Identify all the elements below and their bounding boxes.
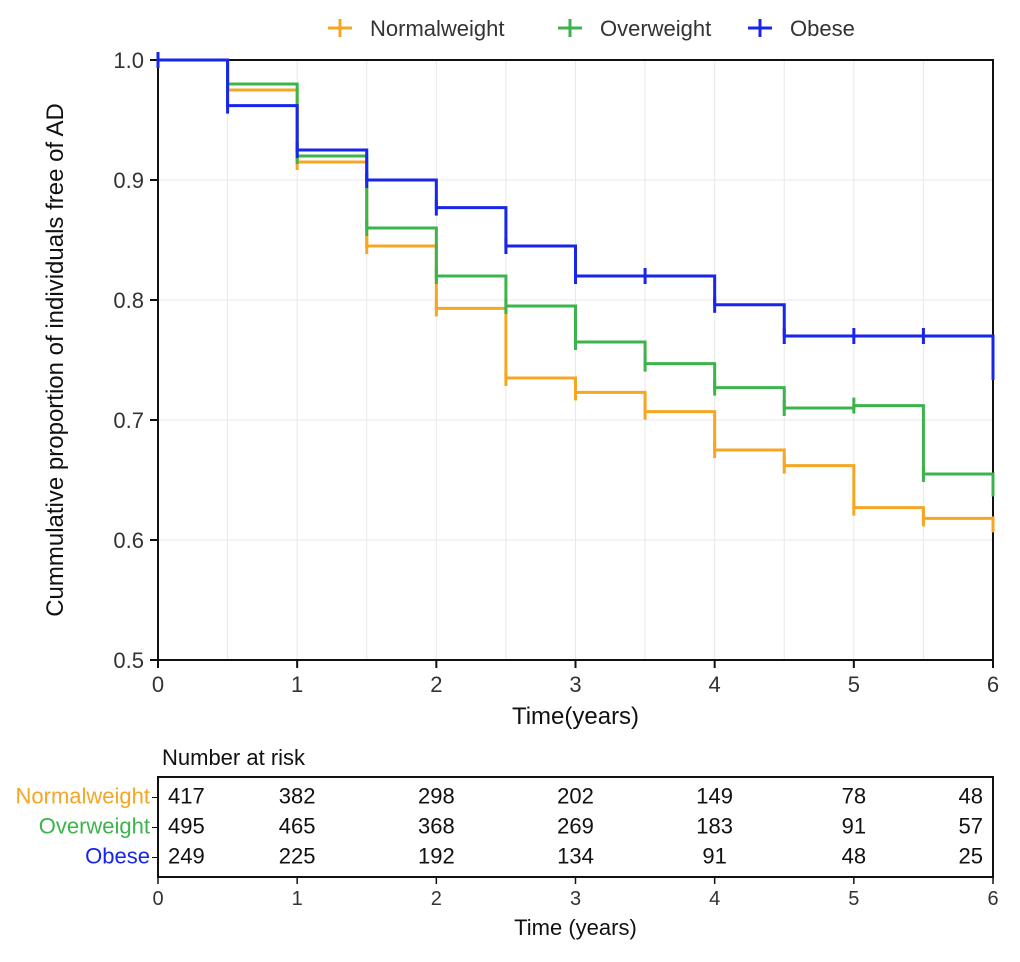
risk-x-title: Time (years) xyxy=(514,915,637,940)
risk-cell: 25 xyxy=(959,844,983,869)
risk-row-label: Normalweight xyxy=(16,784,151,809)
risk-cell: 368 xyxy=(418,814,455,839)
risk-cell: 225 xyxy=(279,844,316,869)
risk-cell: 202 xyxy=(557,784,594,809)
risk-x-tick: 6 xyxy=(987,888,998,910)
x-axis-title: Time(years) xyxy=(512,703,639,730)
risk-cell: 249 xyxy=(168,844,205,869)
y-tick-label: 0.9 xyxy=(113,168,144,193)
x-tick-label: 3 xyxy=(569,672,581,697)
y-axis-title: Cummulative proportion of individuals fr… xyxy=(42,103,69,617)
y-tick-label: 1.0 xyxy=(113,48,144,73)
risk-cell: 192 xyxy=(418,844,455,869)
risk-cell: 149 xyxy=(696,784,733,809)
risk-cell: 495 xyxy=(168,814,205,839)
risk-table-title: Number at risk xyxy=(162,745,306,770)
risk-cell: 91 xyxy=(842,814,866,839)
risk-x-tick: 4 xyxy=(709,888,720,910)
risk-x-tick: 1 xyxy=(292,888,303,910)
risk-cell: 91 xyxy=(702,844,726,869)
risk-cell: 48 xyxy=(959,784,983,809)
x-tick-label: 0 xyxy=(152,672,164,697)
risk-cell: 298 xyxy=(418,784,455,809)
x-tick-label: 6 xyxy=(987,672,999,697)
risk-x-tick: 3 xyxy=(570,888,581,910)
risk-row-label: Obese xyxy=(85,844,150,869)
km-plot: 0 1 2 3 4 5 6 0.5 0.6 0.7 0.8 0.9 1.0 Time(years) Cumm… xyxy=(42,48,999,730)
risk-x-tick: 5 xyxy=(848,888,859,910)
y-tick-label: 0.8 xyxy=(113,288,144,313)
risk-cell: 134 xyxy=(557,844,594,869)
x-tick-label: 1 xyxy=(291,672,303,697)
risk-cell: 417 xyxy=(168,784,205,809)
risk-cell: 48 xyxy=(842,844,866,869)
legend-label: Obese xyxy=(790,16,855,41)
risk-cell: 57 xyxy=(959,814,983,839)
risk-cell: 269 xyxy=(557,814,594,839)
risk-cell: 78 xyxy=(842,784,866,809)
y-tick-label: 0.7 xyxy=(113,408,144,433)
x-tick-label: 2 xyxy=(430,672,442,697)
x-tick-label: 5 xyxy=(848,672,860,697)
y-tick-label: 0.5 xyxy=(113,648,144,673)
legend-label: Overweight xyxy=(600,16,711,41)
risk-cell: 382 xyxy=(279,784,316,809)
risk-x-tick: 0 xyxy=(152,888,163,910)
risk-row-label: Overweight xyxy=(39,814,150,839)
risk-cell: 465 xyxy=(279,814,316,839)
legend-label: Normalweight xyxy=(370,16,505,41)
y-tick-label: 0.6 xyxy=(113,528,144,553)
x-tick-label: 4 xyxy=(709,672,721,697)
risk-cell: 183 xyxy=(696,814,733,839)
risk-x-tick: 2 xyxy=(431,888,442,910)
